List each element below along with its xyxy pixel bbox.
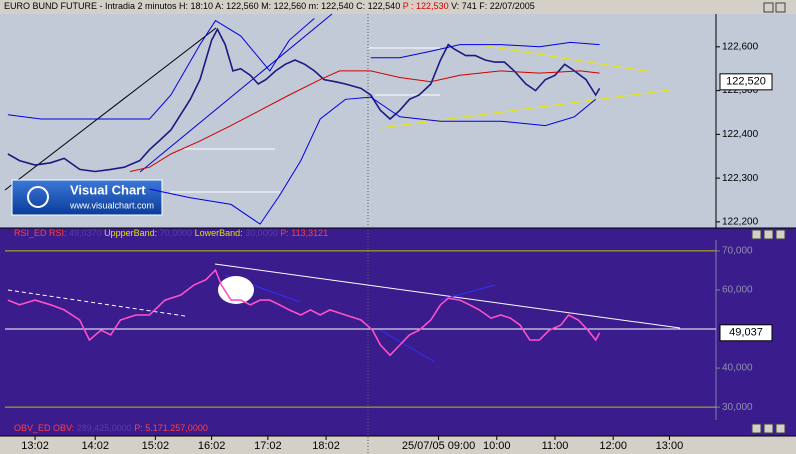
y-tick-label: 122,200 bbox=[722, 217, 759, 228]
header-part: 70,0000 bbox=[160, 228, 195, 238]
logo bbox=[11, 179, 163, 216]
trend-line bbox=[139, 13, 333, 173]
x-tick-label: 13:02 bbox=[21, 440, 49, 452]
rsi-panel bbox=[0, 228, 796, 422]
last-value-label: 49,037 bbox=[729, 327, 763, 339]
header-part: P: 5.171.257,0000 bbox=[134, 423, 208, 433]
x-tick-label: 18:02 bbox=[312, 440, 340, 452]
x-tick-label: 17:02 bbox=[254, 440, 282, 452]
header-part: UppperBand: bbox=[104, 228, 160, 238]
highlight-ellipse bbox=[218, 276, 254, 304]
panel-button[interactable] bbox=[775, 423, 786, 434]
panel-button[interactable] bbox=[775, 229, 786, 240]
x-tick-label: 13:00 bbox=[656, 440, 684, 452]
triangle-line bbox=[379, 89, 671, 129]
header: OBV_ED OBV: 289,425,0000 P: 5.171.257,00… bbox=[14, 423, 208, 433]
y-tick-label: 122,300 bbox=[722, 173, 759, 184]
header-part: RSI_ED RSI: bbox=[14, 228, 69, 238]
rsi-trend-line bbox=[439, 284, 496, 301]
logo-title: Visual Chart bbox=[70, 182, 146, 197]
series-line bbox=[7, 268, 601, 357]
y-tick-label: 122,500 bbox=[722, 85, 759, 96]
panel-button[interactable] bbox=[763, 229, 774, 240]
header-part: 289,425,0000 bbox=[77, 423, 135, 433]
x-tick-label: 16:02 bbox=[198, 440, 226, 452]
y-tick-label: 122,400 bbox=[722, 129, 759, 140]
rsi-trend-line bbox=[379, 329, 436, 363]
rsi-trend-line bbox=[214, 263, 681, 329]
panel-button[interactable] bbox=[751, 423, 762, 434]
rsi-trend-line bbox=[7, 289, 186, 317]
x-tick-label: 11:00 bbox=[542, 440, 569, 452]
series-line bbox=[7, 18, 600, 120]
series-line bbox=[7, 27, 601, 173]
logo-icon bbox=[27, 186, 49, 208]
window-button[interactable] bbox=[775, 2, 786, 13]
x-tick-label: 12:00 bbox=[599, 440, 627, 452]
x-tick-label: 15:02 bbox=[142, 440, 170, 452]
series-line bbox=[129, 70, 600, 172]
window-button[interactable] bbox=[763, 2, 774, 13]
panel-button[interactable] bbox=[751, 229, 762, 240]
header-part: 30,0000 bbox=[245, 228, 280, 238]
y-tick-label: 30,000 bbox=[722, 402, 753, 413]
panel-button[interactable] bbox=[763, 423, 774, 434]
series-line bbox=[149, 96, 597, 225]
header-part: P : 122,530 bbox=[403, 1, 449, 11]
y-tick-label: 60,000 bbox=[722, 285, 753, 296]
triangle-line bbox=[479, 44, 653, 73]
y-tick-label: 122,600 bbox=[722, 41, 759, 52]
drawings bbox=[4, 13, 681, 454]
trend-line bbox=[4, 27, 217, 191]
last-value-box bbox=[719, 73, 773, 91]
header-part: 49,0370 bbox=[69, 228, 104, 238]
header: EURO BUND FUTURE - Intradia 2 minutos H:… bbox=[4, 1, 535, 11]
header-part: V: 741 F: 22/07/2005 bbox=[449, 1, 535, 11]
y-tick-label: 70,000 bbox=[722, 246, 753, 257]
x-tick-label: 10:00 bbox=[483, 440, 511, 452]
x-tick-label: 25/07/05 09:00 bbox=[402, 440, 475, 452]
last-value-box bbox=[719, 324, 773, 342]
x-tick-label: 14:02 bbox=[81, 440, 109, 452]
header: RSI_ED RSI: 49,0370 UppperBand: 70,0000 … bbox=[14, 228, 328, 238]
header-part: OBV_ED OBV: bbox=[14, 423, 77, 433]
y-tick-label: 40,000 bbox=[722, 363, 753, 374]
header-part: LowerBand: bbox=[195, 228, 246, 238]
header-part: P: 113,3121 bbox=[280, 228, 328, 238]
last-value-label: 122,520 bbox=[726, 76, 766, 88]
logo-url: www.visualchart.com bbox=[69, 200, 154, 210]
obv-panel bbox=[0, 422, 796, 436]
header-part: EURO BUND FUTURE - Intradia 2 minutos H:… bbox=[4, 1, 403, 11]
